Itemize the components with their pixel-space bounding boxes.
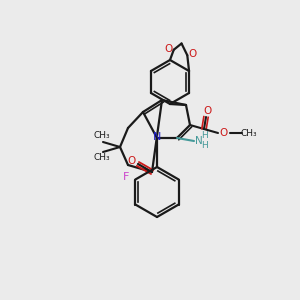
Text: O: O <box>220 128 228 138</box>
Text: H: H <box>202 131 208 140</box>
Text: H: H <box>202 142 208 151</box>
Text: F: F <box>123 172 130 182</box>
Text: O: O <box>128 156 136 166</box>
Text: O: O <box>203 106 211 116</box>
Text: CH₃: CH₃ <box>94 131 110 140</box>
Text: CH₃: CH₃ <box>241 128 257 137</box>
Text: O: O <box>165 44 173 54</box>
Text: CH₃: CH₃ <box>94 154 110 163</box>
Text: N: N <box>153 132 161 142</box>
Text: O: O <box>188 49 196 59</box>
Text: N: N <box>195 136 203 146</box>
